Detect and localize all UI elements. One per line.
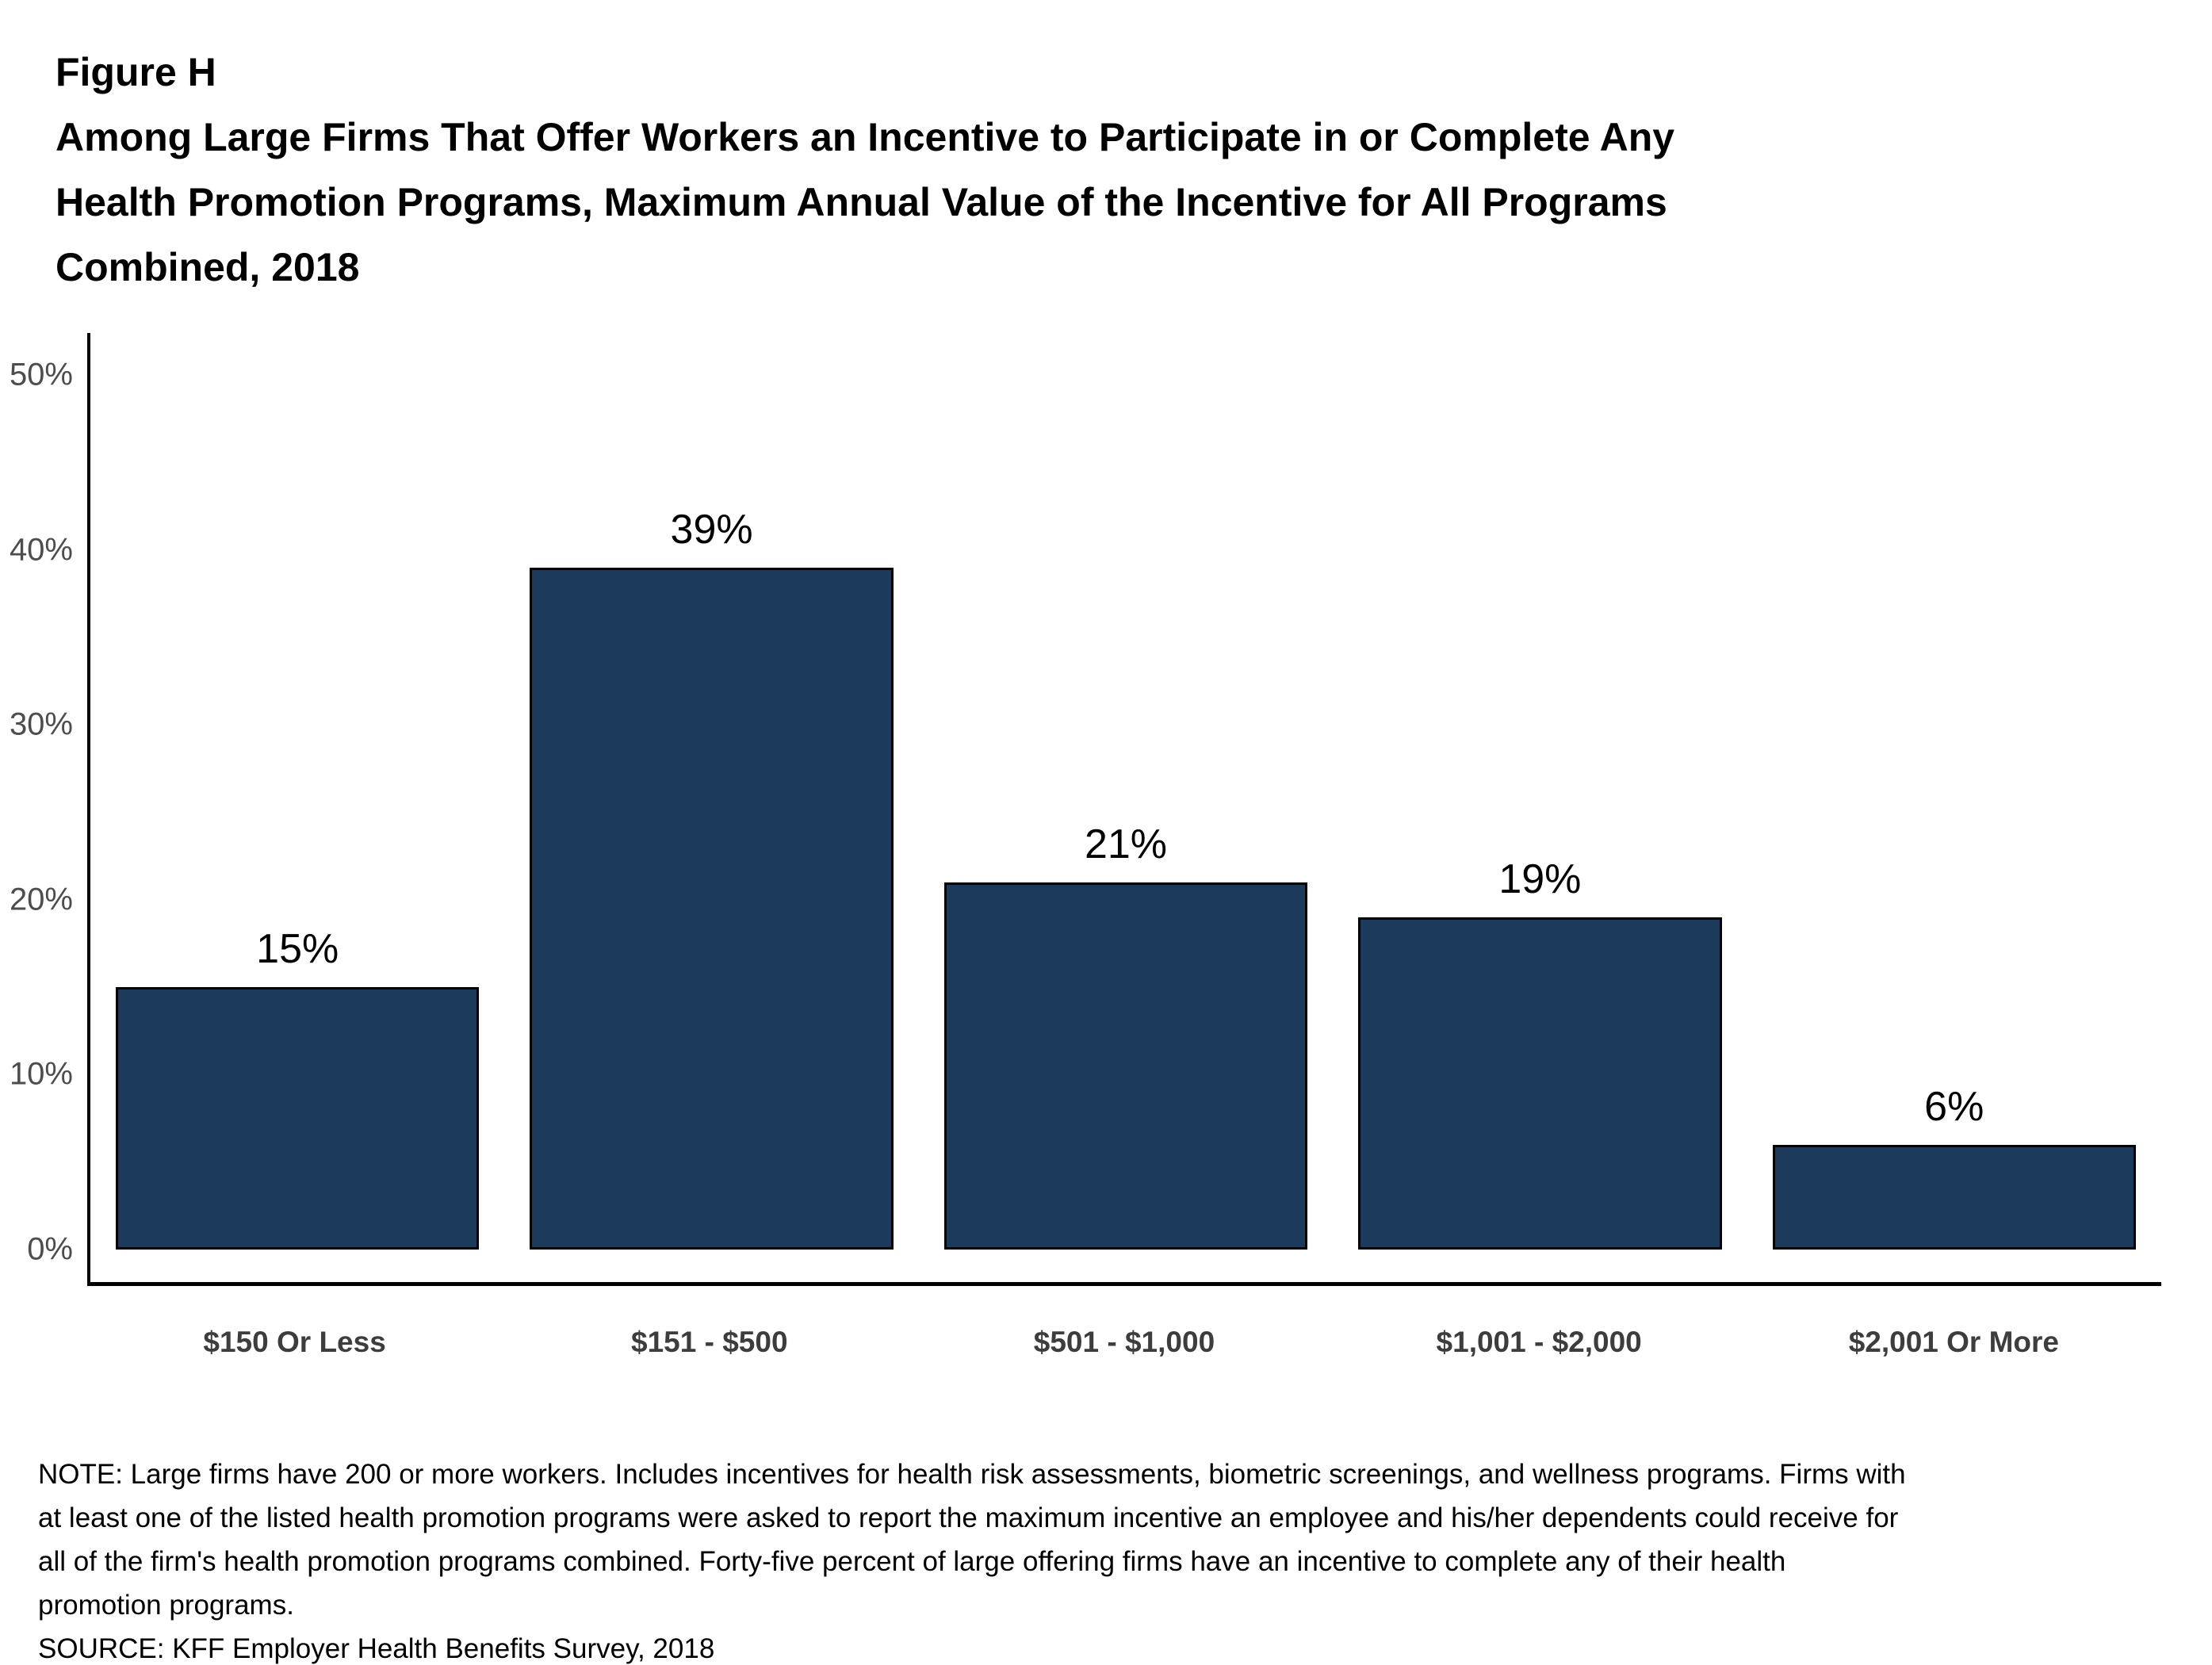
figure-footer: NOTE: Large firms have 200 or more worke… <box>38 1453 2164 1665</box>
note-text: at least one of the listed health promot… <box>38 1502 1899 1533</box>
bar <box>943 882 1308 1250</box>
x-axis-category-label: $501 - $1,000 <box>1033 1326 1215 1358</box>
bar-value-label: 39% <box>670 506 753 553</box>
note-text: promotion programs. <box>38 1590 294 1621</box>
bar-chart: 15% 39% 21% 19% 6% 0% 10% 20% 30% 40% 50% $150 Or… <box>10 333 2161 1359</box>
figure-title-line: Combined, 2018 <box>55 245 360 289</box>
bar-value-label: 21% <box>1084 821 1168 867</box>
figure-header: Figure H Among Large Firms That Offer Wo… <box>0 0 2212 300</box>
bar-value-label: 15% <box>256 926 339 973</box>
x-axis-category-label: $150 Or Less <box>203 1326 386 1358</box>
note-text: NOTE: Large firms have 200 or more worke… <box>38 1459 1906 1490</box>
x-axis-category-label: $2,001 Or More <box>1848 1326 2059 1358</box>
y-axis-tick-label: 40% <box>9 532 73 568</box>
bar-slot: 39% <box>530 375 894 1250</box>
figure-label: Figure H <box>55 50 216 94</box>
bar-slot: 21% <box>943 375 1308 1250</box>
y-axis-tick-label: 30% <box>9 706 73 742</box>
y-axis-tick-label: 10% <box>9 1056 73 1092</box>
bar <box>530 567 894 1250</box>
bar <box>1772 1144 2136 1250</box>
figure-title: Among Large Firms That Offer Workers an … <box>55 105 2164 300</box>
bars-container: 15% 39% 21% 19% 6% <box>90 375 2161 1250</box>
bar <box>116 987 480 1250</box>
bar-slot: 15% <box>116 375 480 1250</box>
figure-title-line: Health Promotion Programs, Maximum Annua… <box>55 180 1667 224</box>
x-axis-category-label: $151 - $500 <box>631 1326 788 1358</box>
note-text: all of the firm's health promotion progr… <box>38 1546 1786 1577</box>
bar-value-label: 6% <box>1924 1083 1984 1130</box>
y-axis-tick-label: 0% <box>27 1231 73 1267</box>
y-axis-tick-label: 50% <box>9 357 73 392</box>
plot-area: 15% 39% 21% 19% 6% 0% 10% 20% 30% 40% 50% <box>10 333 2161 1286</box>
bar-slot: 6% <box>1772 375 2136 1250</box>
source-text: SOURCE: KFF Employer Health Benefits Sur… <box>38 1633 715 1664</box>
x-axis-category-label: $1,001 - $2,000 <box>1436 1326 1642 1358</box>
bar-slot: 19% <box>1358 375 1722 1250</box>
figure-title-line: Among Large Firms That Offer Workers an … <box>55 115 1675 159</box>
y-axis-tick-label: 20% <box>9 882 73 917</box>
bar <box>1358 917 1722 1250</box>
x-axis-labels: $150 Or Less $151 - $500 $501 - $1,000 $1,0… <box>87 1286 2161 1359</box>
bar-value-label: 19% <box>1498 855 1582 902</box>
